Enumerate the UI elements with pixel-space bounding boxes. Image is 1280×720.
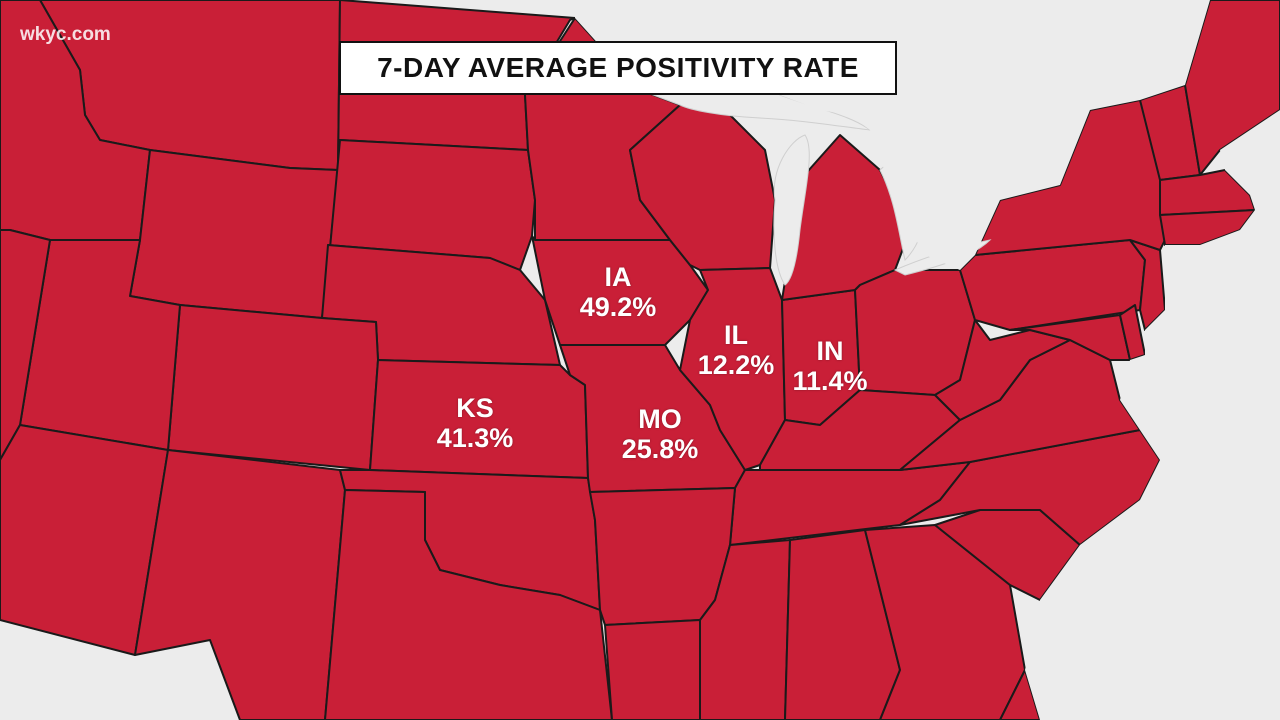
state-label-il: IL 12.2%: [686, 320, 786, 380]
state-colorado: [167, 304, 379, 471]
state-label-ia: IA 49.2%: [568, 262, 668, 322]
state-abbr: MO: [638, 404, 682, 434]
map-title: 7-DAY AVERAGE POSITIVITY RATE: [339, 41, 897, 95]
lake-michigan: [773, 134, 810, 286]
state-rate: 49.2%: [579, 292, 657, 322]
state-label-in: IN 11.4%: [780, 336, 880, 396]
state-louisiana: [604, 619, 701, 720]
state-wyoming: [129, 149, 339, 319]
state-abbr: KS: [456, 393, 494, 423]
state-rate: 11.4%: [792, 366, 868, 396]
state-texas: [324, 489, 613, 720]
state-illinois: [679, 267, 786, 471]
atlantic-ocean: [1025, 110, 1280, 720]
state-abbr: IA: [604, 262, 632, 292]
station-watermark: wkyc.com: [20, 24, 111, 45]
state-abbr: IN: [816, 336, 844, 366]
state-nevada: [0, 229, 51, 461]
state-arizona: [0, 424, 169, 656]
state-label-ks: KS 41.3%: [425, 393, 525, 453]
state-west-virginia: [934, 319, 1071, 421]
state-rate: 25.8%: [621, 434, 699, 464]
state-new-mexico: [134, 449, 346, 720]
state-label-mo: MO 25.8%: [610, 404, 710, 464]
state-rate: 41.3%: [436, 423, 514, 453]
state-mississippi: [699, 539, 791, 720]
state-rate: 12.2%: [697, 350, 775, 380]
state-abbr: IL: [724, 320, 748, 350]
